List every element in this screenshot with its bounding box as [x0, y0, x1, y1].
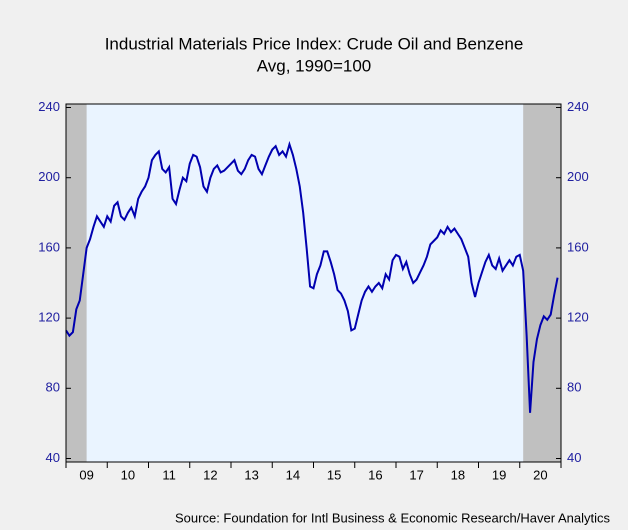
x-tick-label: 20: [533, 467, 547, 482]
x-tick-label: 09: [79, 467, 93, 482]
x-tick-label: 13: [244, 467, 258, 482]
x-tick-label: 12: [203, 467, 217, 482]
y2-tick-label: 160: [567, 239, 589, 254]
x-tick-label: 10: [121, 467, 135, 482]
y-tick-label: 40: [46, 450, 60, 465]
y-tick-label: 120: [38, 310, 60, 325]
chart-title: Industrial Materials Price Index: Crude …: [105, 34, 524, 53]
x-tick-label: 19: [492, 467, 506, 482]
recession-shade: [66, 104, 87, 462]
y2-tick-label: 120: [567, 310, 589, 325]
plot-frame: [65, 103, 562, 463]
y-tick-label: 240: [38, 99, 60, 114]
x-tick-label: 17: [409, 467, 423, 482]
y-tick-label: 200: [38, 169, 60, 184]
y2-tick-label: 40: [567, 450, 581, 465]
y2-tick-label: 80: [567, 380, 581, 395]
data-line: [65, 140, 559, 413]
chart-subtitle: Avg, 1990=100: [257, 56, 372, 75]
y2-tick-label: 240: [567, 99, 589, 114]
x-tick-label: 14: [286, 467, 300, 482]
plot-area: [66, 104, 561, 462]
y-tick-label: 160: [38, 239, 60, 254]
x-tick-label: 11: [162, 467, 176, 482]
x-tick-label: 15: [327, 467, 341, 482]
source-note: Source: Foundation for Intl Business & E…: [175, 510, 610, 525]
y2-tick-label: 200: [567, 169, 589, 184]
recession-shade: [523, 104, 561, 462]
x-tick-label: 18: [451, 467, 465, 482]
y-tick-label: 80: [46, 380, 60, 395]
x-tick-label: 16: [368, 467, 382, 482]
